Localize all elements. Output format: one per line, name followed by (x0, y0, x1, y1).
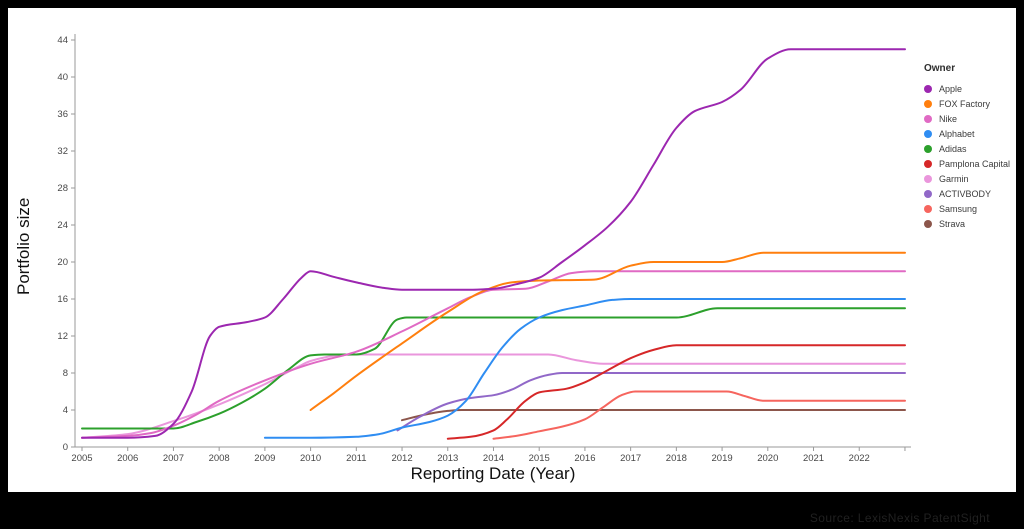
legend: Owner Apple FOX Factory Nike Alphabet Adidas… (924, 63, 1019, 231)
legend-item-garmin[interactable]: Garmin (924, 171, 1019, 186)
chart-panel: 0 4 8 12 16 20 24 28 32 36 40 44 2005 2006 2007 2008 200… (8, 8, 1016, 492)
legend-label: Adidas (939, 143, 967, 154)
x-tick-label: 2016 (574, 453, 595, 464)
legend-label: FOX Factory (939, 98, 991, 109)
y-tick-label: 16 (57, 294, 68, 305)
y-axis: 0 4 8 12 16 20 24 28 32 36 40 44 (57, 34, 76, 453)
y-tick-label: 28 (57, 183, 68, 194)
x-tick-label: 2011 (346, 453, 366, 464)
legend-title: Owner (924, 63, 956, 74)
legend-label: Pamplona Capital (939, 158, 1011, 169)
legend-item-pamplona-capital[interactable]: Pamplona Capital (924, 156, 1019, 171)
legend-item-fox-factory[interactable]: FOX Factory (924, 96, 1019, 111)
x-tick-label: 2012 (391, 453, 412, 464)
legend-label: Nike (939, 113, 958, 124)
x-tick-label: 2006 (117, 453, 138, 464)
x-tick-label: 2022 (849, 453, 870, 464)
x-tick-label: 2017 (620, 453, 641, 464)
x-tick-label: 2020 (757, 453, 778, 464)
y-axis-title: Portfolio size (14, 197, 33, 295)
legend-item-apple[interactable]: Apple (924, 81, 1019, 96)
series-line-alphabet (263, 297, 906, 439)
legend-swatch-icon (924, 114, 932, 123)
legend-swatch-icon (924, 144, 932, 153)
y-tick-label: 4 (63, 405, 68, 416)
legend-item-activbody[interactable]: ACTIVBODY (924, 186, 1019, 201)
series-line-samsung (492, 390, 906, 440)
y-tick-label: 36 (57, 109, 68, 120)
legend-item-samsung[interactable]: Samsung (924, 201, 1019, 216)
series-line-garmin (81, 353, 906, 439)
series-line-fox-factory (309, 251, 906, 411)
x-tick-label: 2015 (529, 453, 550, 464)
x-tick-label: 2021 (803, 453, 824, 464)
x-tick-label: 2013 (437, 453, 458, 464)
x-tick-label: 2009 (254, 453, 275, 464)
legend-swatch-icon (924, 204, 932, 213)
x-tick-label: 2005 (71, 453, 92, 464)
series-line-adidas (81, 307, 906, 430)
x-tick-label: 2008 (209, 453, 230, 464)
x-tick-label: 2007 (163, 453, 184, 464)
legend-items: Apple FOX Factory Nike Alphabet Adidas Pamplo… (924, 81, 1019, 231)
y-tick-label: 32 (57, 146, 68, 157)
legend-label: Apple (939, 83, 963, 94)
legend-label: Garmin (939, 173, 969, 184)
x-tick-label: 2010 (300, 453, 321, 464)
x-tick-label: 2018 (666, 453, 687, 464)
x-axis: 2005 2006 2007 2008 2009 2010 2011 2012 2013 2014… (71, 446, 911, 464)
y-tick-label: 12 (57, 331, 68, 342)
legend-label: Samsung (939, 203, 978, 214)
x-axis-title: Reporting Date (Year) (410, 464, 576, 483)
x-tick-label: 2019 (712, 453, 733, 464)
legend-swatch-icon (924, 129, 932, 138)
legend-label: Alphabet (939, 128, 975, 139)
y-tick-label: 44 (57, 35, 68, 46)
legend-item-alphabet[interactable]: Alphabet (924, 126, 1019, 141)
y-tick-label: 40 (57, 72, 68, 83)
legend-swatch-icon (924, 189, 932, 198)
legend-item-nike[interactable]: Nike (924, 111, 1019, 126)
y-tick-label: 20 (57, 257, 68, 268)
source-note: Source: LexisNexis PatentSight (809, 511, 990, 525)
legend-label: Strava (939, 218, 966, 229)
x-tick-label: 2014 (483, 453, 504, 464)
series-line-apple (81, 48, 906, 439)
series-line-pamplona-capital (446, 344, 906, 440)
legend-item-strava[interactable]: Strava (924, 216, 1019, 231)
legend-label: ACTIVBODY (939, 188, 992, 199)
y-tick-label: 8 (63, 368, 68, 379)
series-line-activbody (396, 371, 906, 432)
legend-swatch-icon (924, 174, 932, 183)
series-line-nike (81, 270, 906, 439)
legend-item-adidas[interactable]: Adidas (924, 141, 1019, 156)
series-lines (81, 48, 906, 440)
y-tick-label: 24 (57, 220, 68, 231)
y-tick-label: 0 (63, 442, 68, 453)
series-line-strava (401, 408, 906, 422)
legend-swatch-icon (924, 219, 932, 228)
legend-swatch-icon (924, 84, 932, 93)
legend-swatch-icon (924, 99, 932, 108)
legend-swatch-icon (924, 159, 932, 168)
